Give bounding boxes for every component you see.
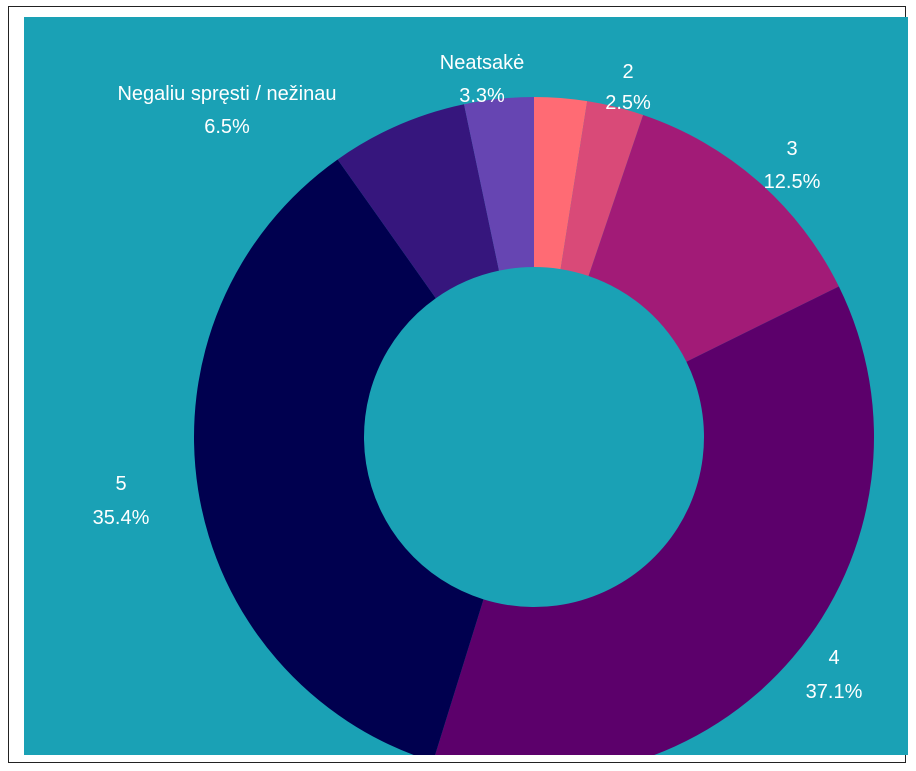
- slice-label-3: 4: [828, 647, 839, 669]
- donut-slice-6: [464, 97, 534, 271]
- slice-percent-6: 3.3%: [459, 85, 505, 107]
- slice-label-2: 3: [786, 138, 797, 160]
- chart-frame: 2 2.5% 3 12.5% 4 37.1% 5 35.4% Negaliu spręsti /…: [8, 6, 908, 763]
- donut-slice-0: [534, 97, 588, 270]
- slice-label-4: 5: [115, 473, 126, 495]
- slice-percent-2: 12.5%: [764, 171, 821, 193]
- donut-slice-5: [337, 104, 500, 299]
- slice-percent-3: 37.1%: [806, 681, 863, 703]
- slice-percent-0: 2.5%: [605, 92, 651, 114]
- slice-label-0: 2: [622, 61, 633, 83]
- donut-slice-3: [435, 286, 874, 755]
- chart-panel: 2 2.5% 3 12.5% 4 37.1% 5 35.4% Negaliu spręsti /…: [24, 17, 908, 755]
- donut-slice-2: [588, 114, 839, 362]
- slice-label-6: Neatsakė: [440, 52, 525, 74]
- slice-percent-4: 35.4%: [93, 507, 150, 529]
- donut-slice-1: [560, 101, 644, 276]
- donut-chart: 2 2.5% 3 12.5% 4 37.1% 5 35.4% Negaliu spręsti /…: [93, 52, 874, 755]
- donut-slice-4: [194, 159, 484, 755]
- slice-percent-5: 6.5%: [204, 116, 250, 138]
- slice-label-5: Negaliu spręsti / nežinau: [117, 83, 336, 105]
